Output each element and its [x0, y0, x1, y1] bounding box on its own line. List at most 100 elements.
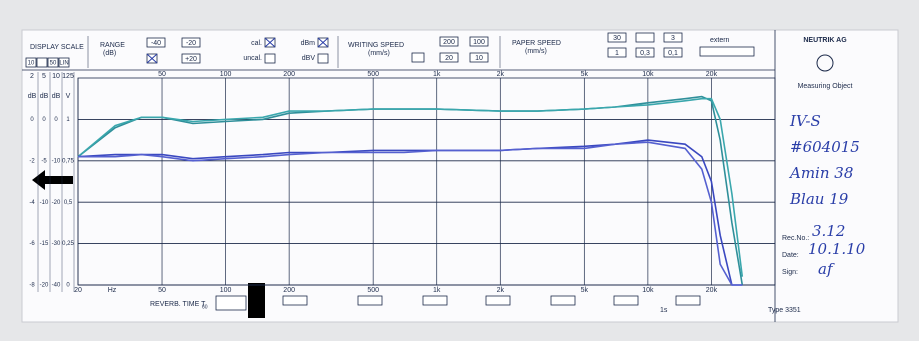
- x-tick-label: 100: [220, 287, 232, 294]
- reverb-box: [423, 296, 447, 305]
- marker: [248, 283, 265, 318]
- scale-label: 0,75: [62, 158, 74, 164]
- label: Date:: [782, 252, 799, 259]
- reverb-box: [614, 296, 638, 305]
- y-tick-label: -30: [52, 241, 61, 247]
- button-label: 100: [473, 39, 485, 46]
- label: uncal.: [243, 55, 262, 62]
- scale-label: -20: [40, 283, 49, 289]
- button-label: 50: [50, 61, 57, 67]
- button-label: 10: [28, 61, 35, 67]
- reverb-box: [676, 296, 700, 305]
- reverb-box: [486, 296, 510, 305]
- label: REVERB. TIME T: [150, 301, 206, 308]
- button-label: 30: [613, 35, 621, 42]
- x-tick-label: 200: [283, 71, 295, 78]
- handwriting: Amin 38: [788, 164, 853, 182]
- reverb-box: [358, 296, 382, 305]
- label: cal.: [251, 40, 262, 47]
- x-tick-label: 50: [158, 71, 166, 78]
- x-tick-label: 20: [74, 287, 82, 294]
- button-label: 0,3: [640, 50, 650, 57]
- scale-label: -10: [40, 200, 49, 206]
- x-tick-label: 50: [158, 287, 166, 294]
- y-tick-label: -40: [52, 283, 61, 289]
- handwriting: 3.12: [812, 222, 845, 240]
- button-label: -20: [186, 40, 196, 47]
- label: PAPER SPEED: [512, 40, 561, 47]
- scale-unit: dB: [28, 93, 37, 100]
- button-label: 3: [671, 35, 675, 42]
- handwriting: 10.1.10: [808, 240, 866, 258]
- scale-label: -8: [29, 283, 35, 289]
- label: 1s: [660, 307, 668, 314]
- checked-box: [412, 53, 424, 62]
- photo: DISPLAY SCALE RANGE (dB) cal. dBm uncal.…: [0, 0, 919, 341]
- scale-range: 5: [42, 73, 46, 80]
- handwriting: af: [818, 260, 835, 278]
- x-unit: Hz: [108, 287, 117, 294]
- scale-label: 0,5: [64, 200, 73, 206]
- scale-range: 2: [30, 73, 34, 80]
- company: NEUTRIK AG: [803, 37, 847, 44]
- scale-range: 10: [52, 73, 60, 80]
- x-tick-label: 1k: [433, 71, 441, 78]
- scale-unit: dB: [52, 93, 61, 100]
- x-tick-label: 500: [367, 71, 379, 78]
- scale-label: -4: [29, 200, 35, 206]
- label: (mm/s): [525, 48, 547, 55]
- label: WRITING SPEED: [348, 42, 404, 49]
- button-label: +20: [185, 56, 197, 63]
- x-tick-label: 20k: [706, 287, 718, 294]
- x-tick-label: 2k: [497, 71, 505, 78]
- x-tick-label: 20k: [706, 71, 718, 78]
- y-tick-label: -10: [52, 158, 61, 164]
- checkbox: [265, 54, 275, 63]
- label: (mm/s): [368, 50, 390, 57]
- x-tick-label: 2k: [497, 287, 505, 294]
- button-label: -40: [151, 40, 161, 47]
- paper: [22, 30, 898, 322]
- button-label: LIN: [59, 61, 68, 67]
- label: DISPLAY SCALE: [30, 44, 84, 51]
- reverb-box: [551, 296, 575, 305]
- reverb-box: [283, 296, 307, 305]
- handwriting: IV-S: [789, 112, 821, 130]
- label: 60: [202, 304, 208, 310]
- x-tick-label: 1k: [433, 287, 441, 294]
- checked-box: [636, 33, 654, 42]
- scale-label: -2: [29, 158, 35, 164]
- y-tick-label: -20: [52, 200, 61, 206]
- button-label: 1: [615, 50, 619, 57]
- handwriting: #604015: [790, 138, 860, 156]
- checked-box: [37, 58, 47, 67]
- x-tick-label: 200: [283, 287, 295, 294]
- x-tick-label: 500: [367, 287, 379, 294]
- scale-label: -15: [40, 241, 49, 247]
- x-tick-label: 5k: [581, 71, 589, 78]
- label: Rec.No.:: [782, 235, 809, 242]
- scale-label: -5: [41, 158, 47, 164]
- button-label: 200: [443, 39, 455, 46]
- scale-unit: dB: [40, 93, 49, 100]
- scale-label: -6: [29, 241, 35, 247]
- label: RANGE: [100, 42, 125, 49]
- x-tick-label: 10k: [642, 71, 654, 78]
- button-label: 10: [475, 55, 483, 62]
- label: dBV: [302, 55, 316, 62]
- scale-range: 125: [62, 73, 74, 80]
- label: (dB): [103, 50, 116, 57]
- label: Measuring Object: [798, 83, 853, 90]
- x-tick-label: 10k: [642, 287, 654, 294]
- label: Type 3351: [768, 307, 801, 314]
- x-tick-label: 5k: [581, 287, 589, 294]
- label: extern: [710, 37, 730, 44]
- extern-box: [700, 47, 754, 56]
- scale-unit: V: [66, 93, 71, 100]
- checkbox: [318, 54, 328, 63]
- reverb-box: [216, 296, 246, 310]
- x-tick-label: 100: [220, 71, 232, 78]
- button-label: 20: [445, 55, 453, 62]
- label: Sign:: [782, 269, 798, 276]
- handwriting: Blau 19: [789, 190, 849, 208]
